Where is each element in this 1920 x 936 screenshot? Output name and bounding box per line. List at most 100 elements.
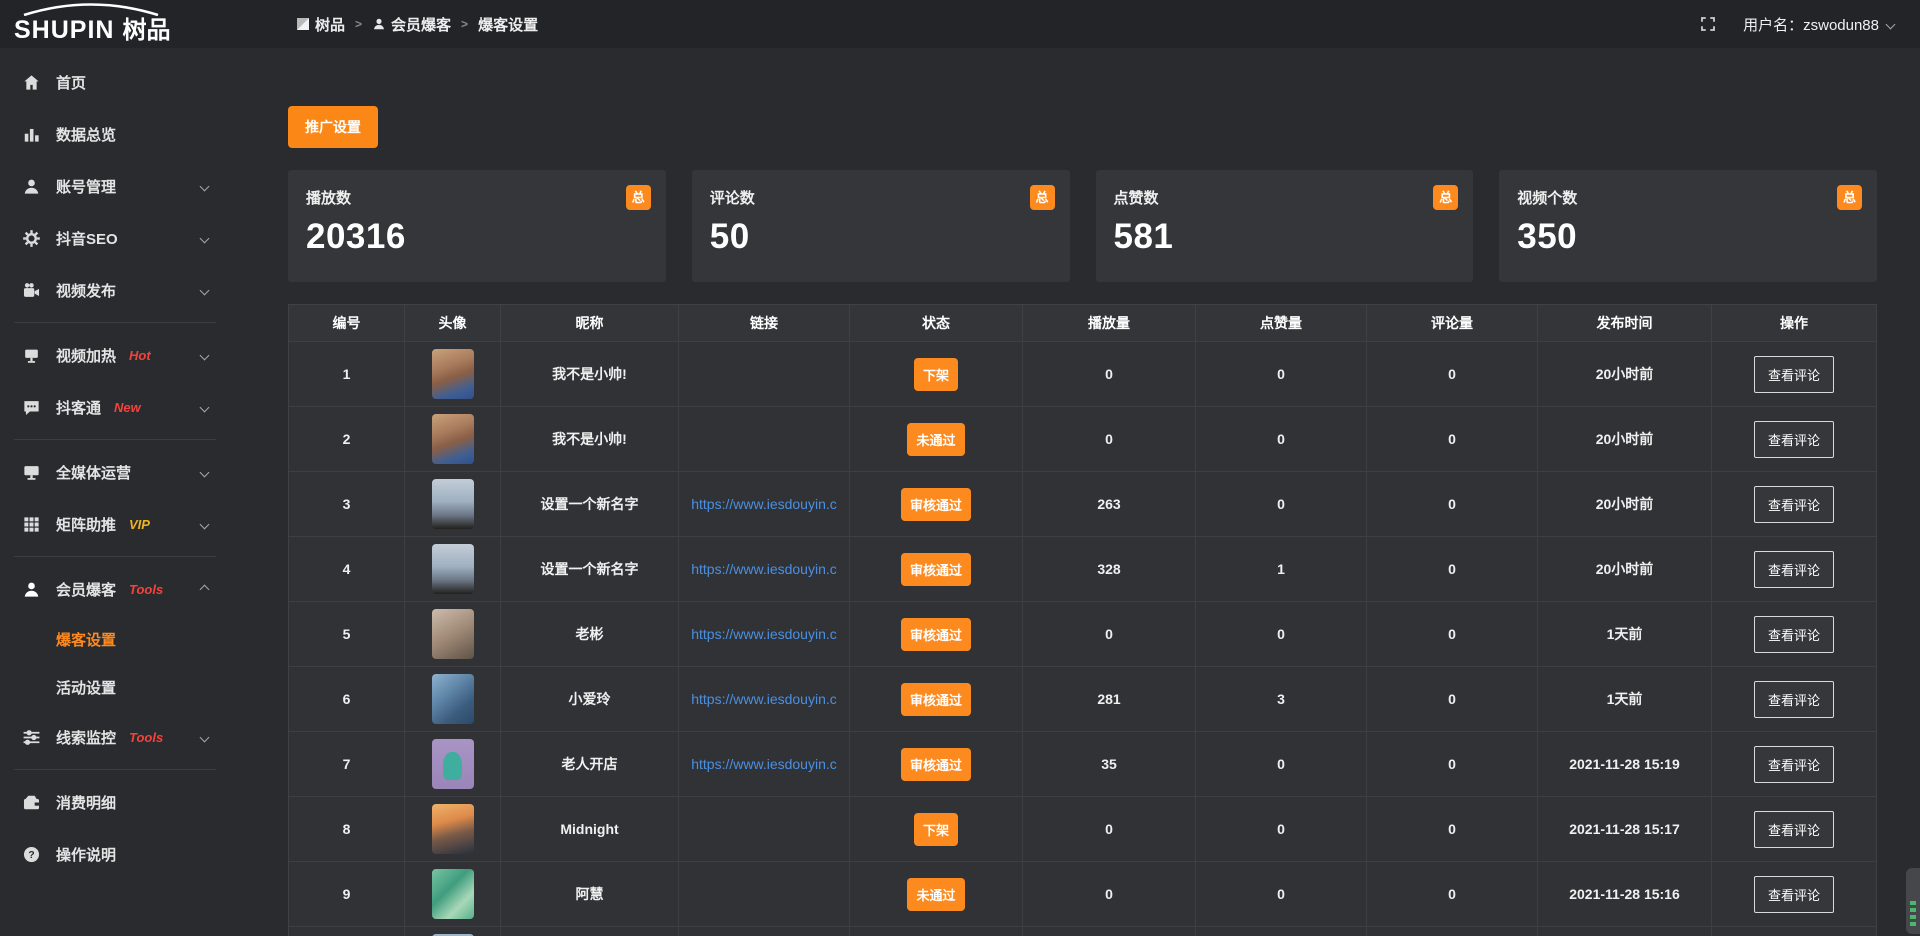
column-header: 链接 xyxy=(679,305,850,341)
sidebar-item-data-overview[interactable]: 数据总览 xyxy=(0,108,230,160)
status-badge: 审核通过 xyxy=(900,617,971,651)
status-badge: 审核通过 xyxy=(900,682,971,716)
cell-time: 2021-11-28 15:17 xyxy=(1538,797,1712,861)
cell-link: https://www.iesdouyin.c xyxy=(679,472,850,536)
video-link[interactable]: https://www.iesdouyin.c xyxy=(691,756,837,772)
sidebar-subitem[interactable]: 爆客设置 xyxy=(0,615,230,663)
view-comments-button[interactable]: 查看评论 xyxy=(1753,680,1834,718)
cell-time: 20小时前 xyxy=(1538,342,1712,406)
video-link[interactable]: https://www.iesdouyin.c xyxy=(691,496,837,512)
sidebar-item-account[interactable]: 账号管理 xyxy=(0,160,230,212)
table-row: 5 老彬 https://www.iesdouyin.c 审核通过 0 0 0 … xyxy=(289,601,1876,666)
sidebar-item-label: 全媒体运营 xyxy=(56,464,132,482)
video-link[interactable]: https://www.iesdouyin.c xyxy=(691,691,837,707)
cell-nickname: 老人开店 xyxy=(501,732,679,796)
status-badge: 审核通过 xyxy=(900,487,971,521)
view-comments-button[interactable]: 查看评论 xyxy=(1753,615,1834,653)
sidebar-item-member-baoke[interactable]: 会员爆客 Tools xyxy=(0,563,230,615)
sidebar-divider xyxy=(14,769,216,770)
cell-action: 查看评论 xyxy=(1712,407,1876,471)
view-comments-button[interactable]: 查看评论 xyxy=(1753,355,1834,393)
svg-text:?: ? xyxy=(28,850,34,861)
table-header: 编号 头像 昵称 链接 状态 播放量 点赞量 评论量 发布时间 操作 xyxy=(289,305,1876,341)
sidebar-item-help[interactable]: ? 操作说明 xyxy=(0,828,230,880)
cell-comments: 0 xyxy=(1367,537,1538,601)
sidebar-item-video-heat[interactable]: 视频加热 Hot xyxy=(0,329,230,381)
sidebar-item-spend-detail[interactable]: 消费明细 xyxy=(0,776,230,828)
table-row: 1 我不是小帅! 下架 0 0 0 20小时前 xyxy=(289,341,1876,406)
chevron-up-icon xyxy=(199,584,210,594)
view-comments-button[interactable]: 查看评论 xyxy=(1753,875,1834,913)
cell-likes: 0 xyxy=(1196,862,1367,926)
cell-plays xyxy=(1023,927,1196,936)
user-menu[interactable]: 用户名：zswodun88 xyxy=(1743,14,1896,35)
view-comments-button[interactable]: 查看评论 xyxy=(1753,485,1834,523)
view-comments-button[interactable]: 查看评论 xyxy=(1753,420,1834,458)
cell-link: https://www.iesdouyin.c xyxy=(679,667,850,731)
sidebar-item-label: 数据总览 xyxy=(56,126,117,144)
stat-label: 视频个数 xyxy=(1517,190,1578,207)
tools-tag: Tools xyxy=(129,729,164,745)
stat-value: 350 xyxy=(1517,217,1578,256)
cell-time: 1天前 xyxy=(1538,602,1712,666)
breadcrumb-item-shupin[interactable]: 树品 xyxy=(296,14,345,35)
sidebar-item-lead-monitor[interactable]: 线索监控 Tools xyxy=(0,711,230,763)
column-header: 昵称 xyxy=(501,305,679,341)
floating-widget[interactable] xyxy=(1906,868,1920,934)
breadcrumb-item-current[interactable]: 爆客设置 xyxy=(478,14,538,35)
status-badge: 下架 xyxy=(913,812,958,846)
cell-time: 1天前 xyxy=(1538,667,1712,731)
video-link[interactable]: https://www.iesdouyin.c xyxy=(691,561,837,577)
avatar xyxy=(431,804,474,854)
cell-avatar xyxy=(405,732,501,796)
total-badge: 总 xyxy=(625,185,651,210)
sidebar-item-video-publish[interactable]: 视频发布 xyxy=(0,264,230,316)
cell-nickname: 小爱玲 xyxy=(501,667,679,731)
cell-action: 查看评论 xyxy=(1712,537,1876,601)
cell-link xyxy=(679,927,850,936)
column-header: 操作 xyxy=(1780,315,1808,331)
logo-text-primary: SHUPIN xyxy=(14,16,115,44)
sidebar-item-label: 账号管理 xyxy=(56,178,117,196)
hot-tag: Hot xyxy=(129,347,151,363)
view-comments-button[interactable]: 查看评论 xyxy=(1753,745,1834,783)
avatar xyxy=(431,349,474,399)
sidebar-item-douketong[interactable]: 抖客通 New xyxy=(0,381,230,433)
avatar xyxy=(431,609,474,659)
avatar xyxy=(431,544,474,594)
cell-likes: 0 xyxy=(1196,732,1367,796)
cell-status: 审核通过 xyxy=(850,732,1023,796)
cell-id: 1 xyxy=(289,342,405,406)
sidebar-item-media-ops[interactable]: 全媒体运营 xyxy=(0,446,230,498)
status-badge: 下架 xyxy=(913,357,958,391)
chevron-down-icon xyxy=(199,233,210,243)
avatar xyxy=(431,674,474,724)
table-row: 7 老人开店 https://www.iesdouyin.c 审核通过 35 0… xyxy=(289,731,1876,796)
sidebar-item-matrix-boost[interactable]: 矩阵助推 VIP xyxy=(0,498,230,550)
fullscreen-icon[interactable] xyxy=(1699,15,1717,33)
chevron-down-icon xyxy=(199,285,210,295)
sidebar-subitem[interactable]: 活动设置 xyxy=(0,663,230,711)
breadcrumb-item-member[interactable]: 会员爆客 xyxy=(372,14,451,35)
cell-avatar xyxy=(405,342,501,406)
cell-avatar xyxy=(405,472,501,536)
table-row xyxy=(289,926,1876,936)
cell-status: 未通过 xyxy=(850,407,1023,471)
cell-comments: 0 xyxy=(1367,602,1538,666)
column-header: 编号 xyxy=(289,305,405,341)
sidebar: 首页 数据总览 账号管理 抖音SEO xyxy=(0,48,230,936)
cell-nickname: 阿慧 xyxy=(501,862,679,926)
sidebar-item-home[interactable]: 首页 xyxy=(0,56,230,108)
bar-chart-icon xyxy=(22,125,41,144)
breadcrumb-label: 树品 xyxy=(315,16,346,34)
sidebar-item-label: 线索监控 xyxy=(56,729,117,747)
promotion-settings-button[interactable]: 推广设置 xyxy=(288,106,378,148)
view-comments-button[interactable]: 查看评论 xyxy=(1753,810,1834,848)
total-badge: 总 xyxy=(1837,185,1862,210)
sidebar-item-douyin-seo[interactable]: 抖音SEO xyxy=(0,212,230,264)
status-badge: 未通过 xyxy=(907,877,965,911)
video-link[interactable]: https://www.iesdouyin.c xyxy=(691,626,837,642)
view-comments-button[interactable]: 查看评论 xyxy=(1753,550,1834,588)
table-row: 9 阿慧 未通过 0 0 0 2021-11-28 15:16 xyxy=(289,861,1876,926)
cell-action: 查看评论 xyxy=(1712,602,1876,666)
